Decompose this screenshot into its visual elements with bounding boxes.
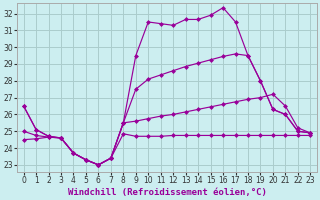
X-axis label: Windchill (Refroidissement éolien,°C): Windchill (Refroidissement éolien,°C) xyxy=(68,188,266,197)
